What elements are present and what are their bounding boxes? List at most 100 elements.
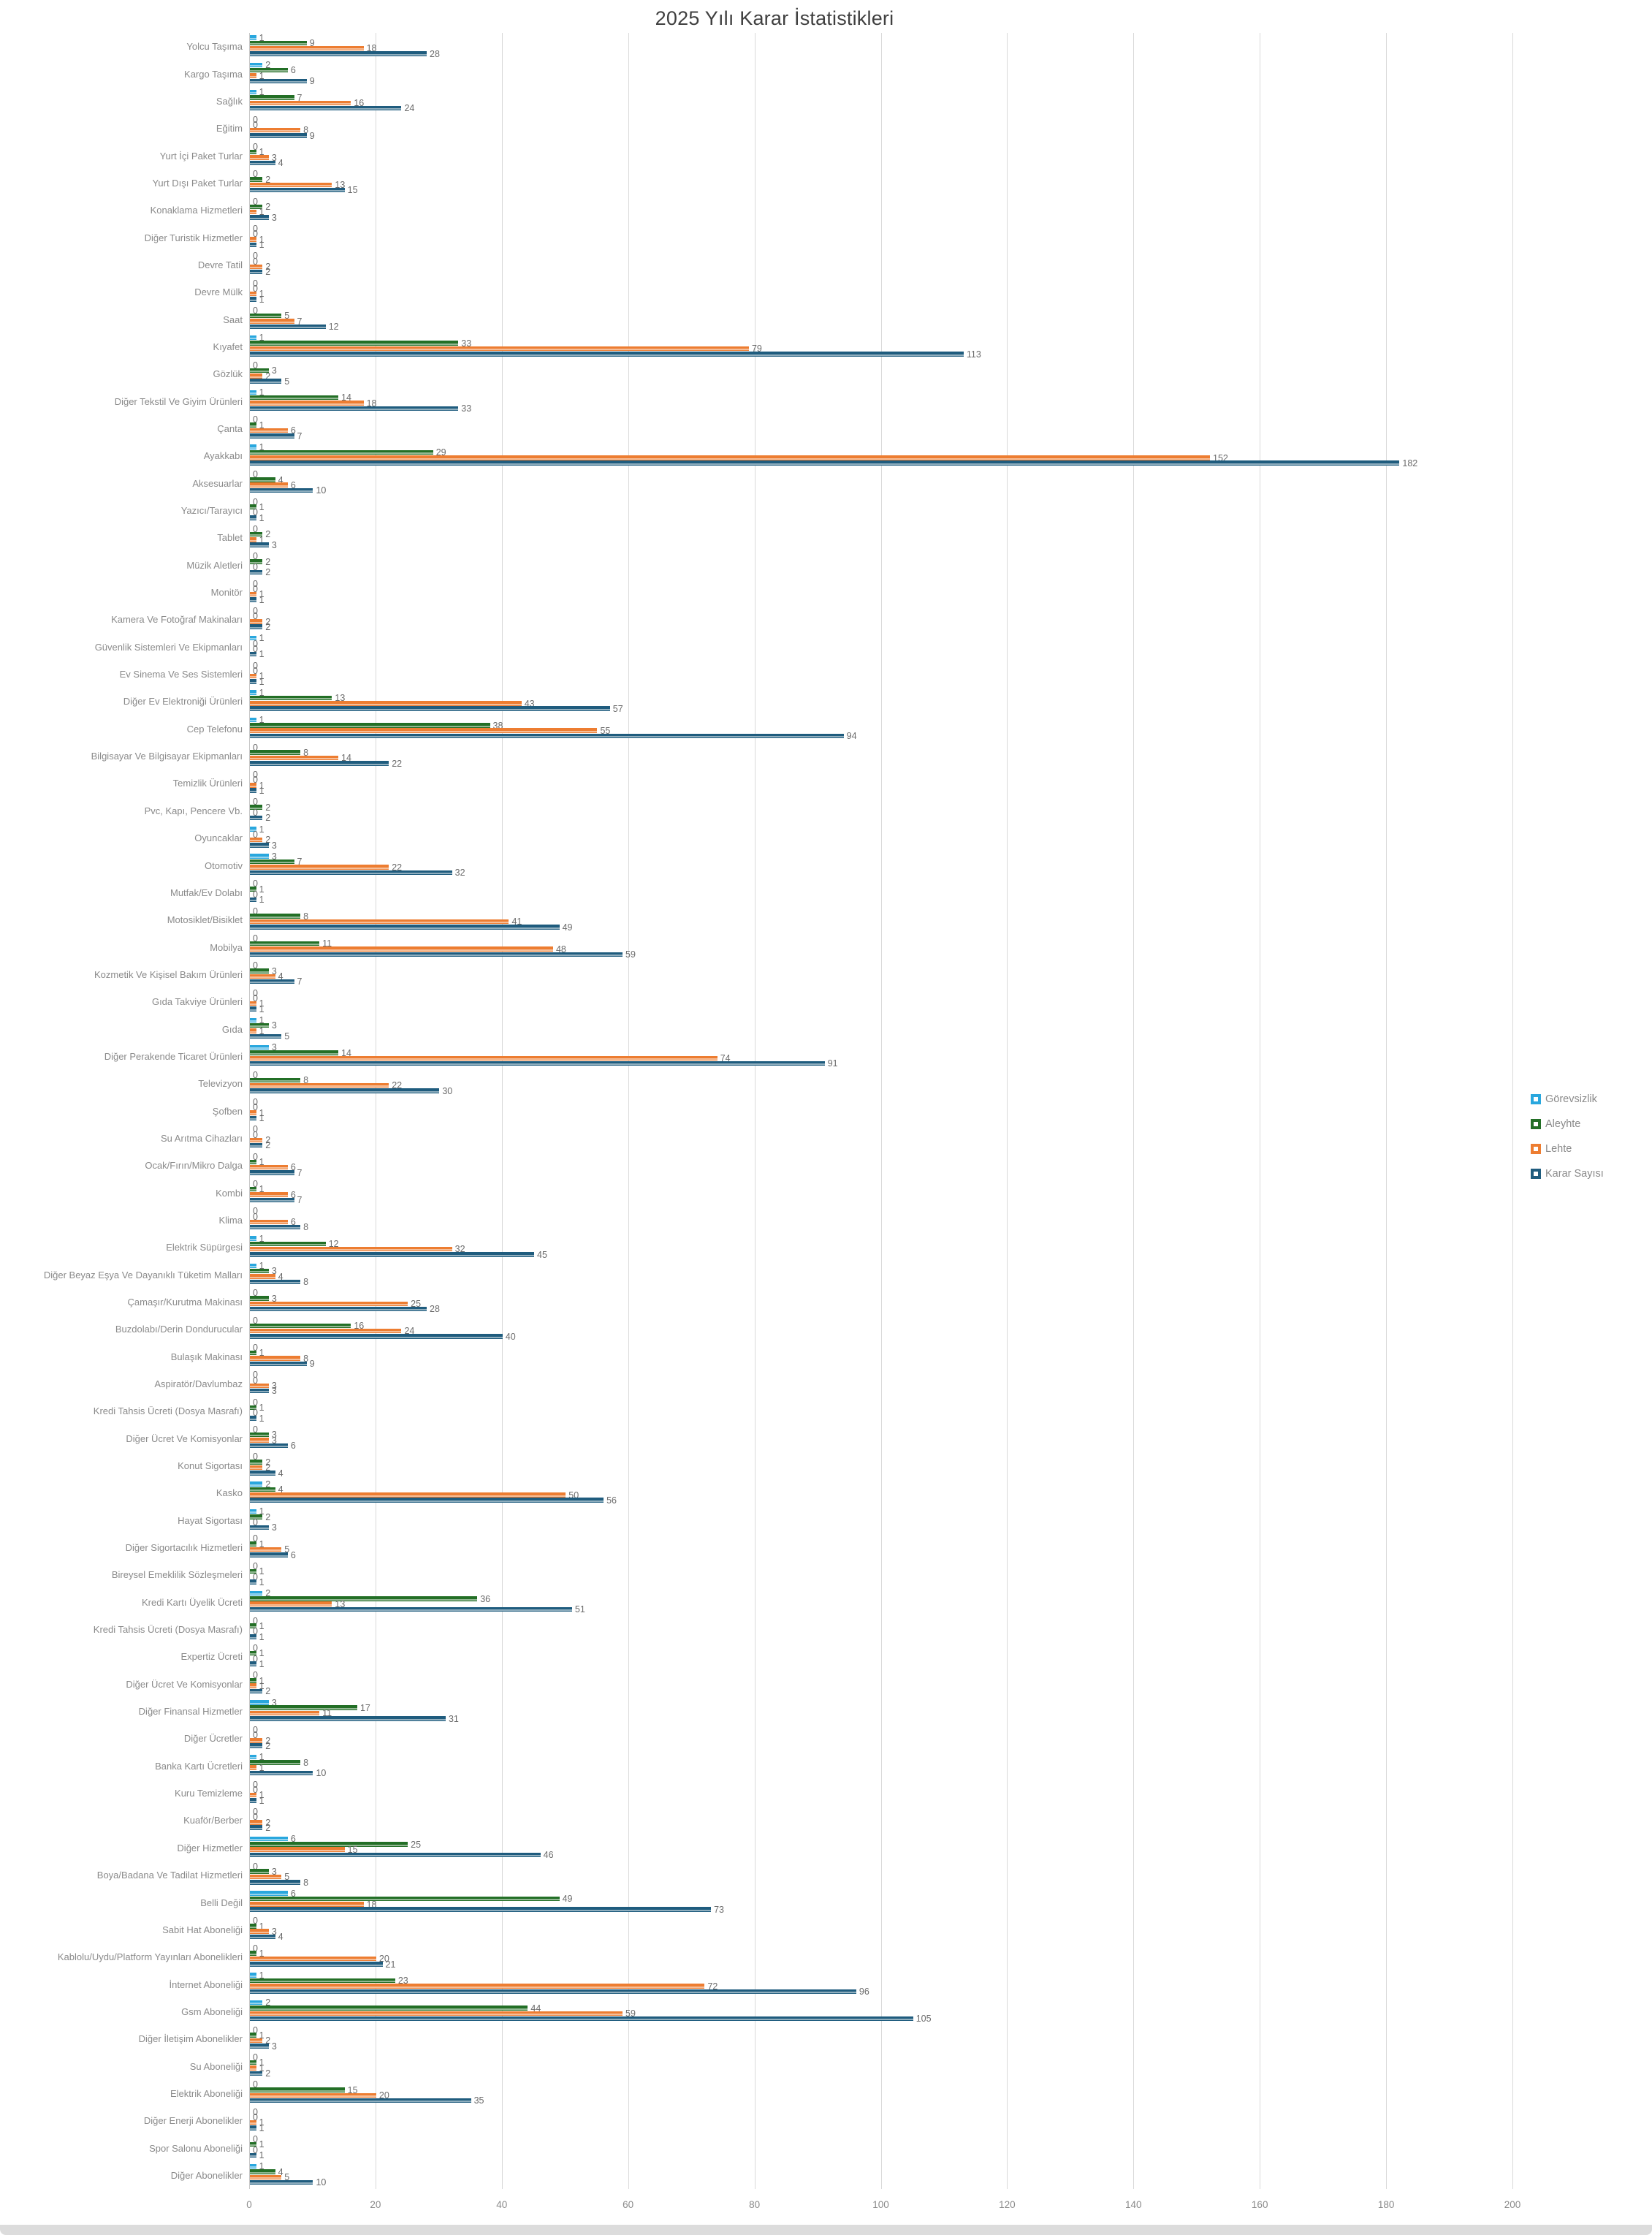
bar-value-label: 8	[303, 747, 309, 758]
bar-value-label: 2	[265, 529, 271, 540]
bar-value-label: 2	[265, 556, 271, 567]
category-label: Kargo Taşıma	[184, 68, 243, 80]
bar-value-label: 1	[259, 1948, 264, 1959]
bar-value-label: 0	[253, 360, 258, 371]
bar-value-label: 6	[290, 479, 296, 490]
bar-value-label: 1	[259, 1025, 264, 1036]
bar-lehte	[250, 2174, 282, 2180]
bar-karar-sayısı	[250, 78, 307, 84]
bar-value-label: 0	[253, 1102, 258, 1113]
bar-value-label: 18	[366, 398, 377, 409]
bar-value-label: 0	[253, 1730, 258, 1741]
bar-value-label: 1	[259, 1648, 264, 1659]
category-label: Buzdolabı/Derin Dondurucular	[115, 1324, 243, 1335]
bar-value-label: 1	[259, 1790, 264, 1801]
category-label: Ocak/Fırın/Mikro Dalga	[145, 1160, 243, 1172]
x-tick-label: 80	[749, 2199, 761, 2210]
axis-zero-line	[249, 33, 250, 2189]
bar-lehte	[250, 783, 256, 788]
bar-aleyhte	[250, 1460, 263, 1465]
category-label: Diğer Turistik Hizmetler	[144, 232, 243, 243]
bar-value-label: 0	[253, 578, 258, 589]
bar-value-label: 1	[259, 1566, 264, 1577]
bar-karar-sayısı	[250, 1962, 383, 1967]
bar-value-label: 1	[259, 1113, 264, 1124]
bar-lehte	[250, 1082, 389, 1088]
bar-value-label: 49	[562, 1894, 573, 1905]
bar-value-label: 2	[265, 267, 271, 278]
bar-value-label: 8	[303, 1075, 309, 1086]
bar-karar-sayısı	[250, 2098, 471, 2103]
bar-value-label: 28	[430, 1304, 440, 1315]
bar-value-label: 22	[392, 1080, 403, 1091]
category-label: Yolcu Taşıma	[186, 41, 243, 53]
bar-value-label: 32	[454, 1244, 465, 1255]
bar-lehte	[250, 919, 509, 925]
bar-görevsizlik	[250, 1263, 256, 1269]
bar-lehte	[250, 1438, 269, 1443]
bar-value-label: 2	[265, 1511, 271, 1522]
category-label: Banka Kartı Ücretleri	[155, 1760, 243, 1772]
bar-lehte	[250, 1028, 256, 1033]
category-label: Gıda	[221, 1023, 243, 1035]
bar-value-label: 0	[253, 797, 258, 808]
x-tick-label: 160	[1251, 2199, 1268, 2210]
category-label: Klima	[218, 1214, 243, 1226]
category-label: Diğer Sigortacılık Hizmetleri	[125, 1542, 243, 1554]
bar-karar-sayısı	[250, 569, 263, 575]
category-label: Kuru Temizleme	[175, 1788, 243, 1799]
category-label: Otomotiv	[204, 860, 243, 871]
bar-value-label: 9	[309, 1359, 315, 1370]
bar-value-label: 0	[253, 1315, 258, 1326]
bar-lehte	[250, 1765, 256, 1770]
bar-görevsizlik	[250, 635, 256, 641]
category-label: Kamera Ve Fotoğraf Makinaları	[111, 614, 243, 626]
bar-value-label: 7	[297, 316, 302, 327]
bar-lehte	[250, 1301, 408, 1307]
bar-value-label: 0	[253, 1626, 258, 1637]
bar-görevsizlik	[250, 1754, 256, 1760]
bar-lehte	[250, 455, 1211, 460]
bar-value-label: 0	[253, 829, 258, 840]
bar-value-label: 0	[253, 1179, 258, 1190]
bar-value-label: 15	[347, 185, 358, 196]
bar-karar-sayısı	[250, 406, 459, 411]
bar-lehte	[250, 1929, 269, 1934]
legend-item-aleyhte: Aleyhte	[1531, 1118, 1580, 1130]
bar-value-label: 3	[271, 1522, 277, 1533]
bar-aleyhte	[250, 504, 256, 509]
bar-value-label: 1	[259, 2117, 264, 2128]
gridline	[501, 33, 503, 2189]
bar-value-label: 23	[397, 1976, 408, 1987]
legend-label: Karar Sayısı	[1545, 1168, 1604, 1180]
bar-lehte	[250, 1465, 263, 1471]
bar-value-label: 0	[253, 665, 258, 676]
category-label: Bulaşık Makinası	[170, 1351, 243, 1362]
bar-value-label: 0	[253, 2134, 258, 2145]
bar-value-label: 1	[259, 2139, 264, 2150]
bar-value-label: 1	[259, 895, 264, 906]
category-label: Kredi Tahsis Ücreti (Dosya Masrafı)	[93, 1405, 243, 1417]
bar-value-label: 0	[253, 1211, 258, 1222]
bar-lehte	[250, 2120, 256, 2125]
bar-value-label: 1	[259, 676, 264, 687]
bar-lehte	[250, 619, 263, 624]
bar-karar-sayısı	[250, 1088, 440, 1093]
bar-karar-sayısı	[250, 843, 269, 848]
bar-value-label: 3	[271, 1430, 277, 1441]
bar-value-label: 0	[253, 1653, 258, 1664]
bar-value-label: 3	[271, 152, 277, 163]
bar-karar-sayısı	[250, 1525, 269, 1530]
bar-görevsizlik	[250, 1700, 269, 1705]
bar-görevsizlik	[250, 62, 263, 68]
bar-lehte	[250, 1820, 263, 1825]
bar-value-label: 22	[392, 862, 403, 873]
bar-value-label: 0	[253, 1916, 258, 1927]
bar-karar-sayısı	[250, 460, 1400, 466]
bar-aleyhte	[250, 2060, 256, 2065]
bar-value-label: 0	[253, 1375, 258, 1386]
bar-value-label: 2	[265, 1588, 271, 1599]
category-label: Su Arıtma Cihazları	[161, 1132, 243, 1144]
legend-label: Aleyhte	[1545, 1118, 1581, 1130]
bar-value-label: 2	[265, 813, 271, 824]
